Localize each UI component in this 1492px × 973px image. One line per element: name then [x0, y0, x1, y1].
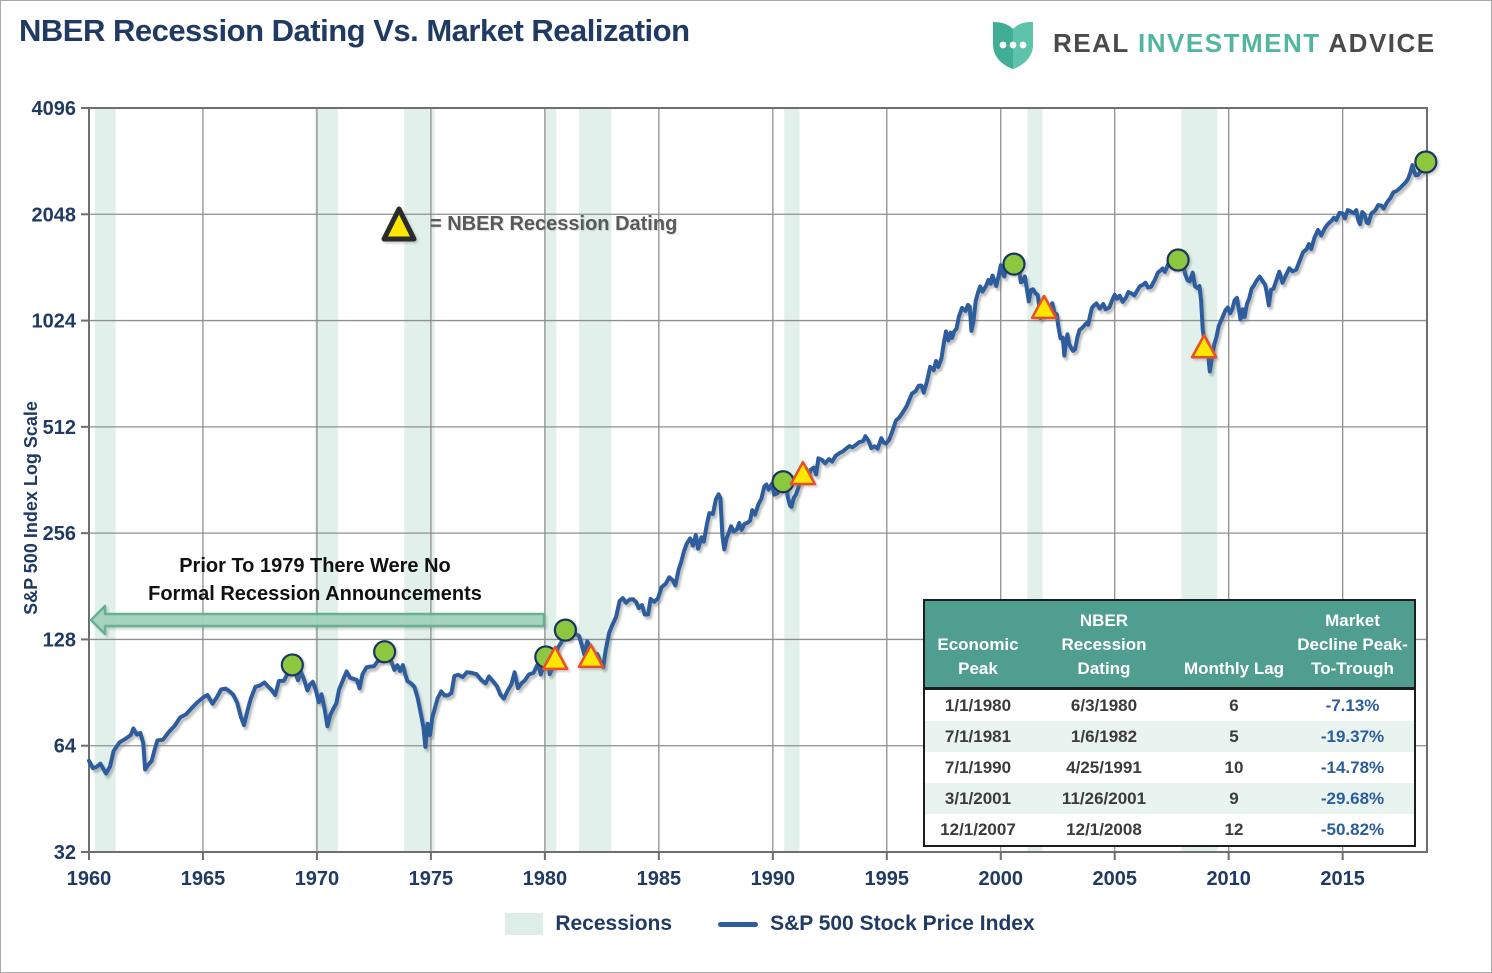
x-tick-label: 1990: [751, 868, 796, 890]
nber-dating-cell: 4/25/1991: [1066, 757, 1142, 777]
nber-dating-legend: = NBER Recession Dating: [381, 205, 677, 243]
monthly-lag-cell: 12: [1224, 819, 1244, 839]
economic-peak-cell: 1/1/1980: [944, 695, 1012, 715]
nber-triangle-icon: [381, 206, 417, 242]
economic-peak-marker: [1414, 150, 1438, 174]
table-header-cell: Market Decline Peak- To-Trough: [1297, 611, 1408, 678]
nber-dating-cell: 11/26/2001: [1061, 788, 1147, 808]
nber-dating-cell: 1/6/1982: [1070, 726, 1138, 746]
logo-word-investment: INVESTMENT: [1138, 27, 1321, 58]
plot-border: [88, 107, 1428, 853]
economic-peak-marker: [1002, 252, 1026, 276]
nber-dating-marker: [541, 645, 569, 671]
page-title: NBER Recession Dating Vs. Market Realiza…: [19, 13, 690, 48]
shield-icon: [993, 22, 1033, 69]
x-tick-label: 1965: [181, 868, 226, 890]
y-tick-label: 512: [43, 417, 76, 439]
y-tick-label: 1024: [32, 311, 77, 333]
nber-dating-marker: [577, 643, 605, 669]
economic-peak-cell: 7/1/1981: [944, 726, 1012, 746]
ria-logo: REAL INVESTMENT ADVICE: [987, 15, 1436, 71]
x-tick-label: 1980: [523, 868, 568, 890]
economic-peak-marker: [373, 640, 397, 664]
market-decline-cell: -14.78%: [1320, 757, 1385, 777]
legend-item-sp500: S&P 500 Stock Price Index: [718, 912, 1035, 936]
nber-dating-legend-label: = NBER Recession Dating: [430, 212, 678, 235]
nber-dating-cell: 12/1/2008: [1066, 819, 1142, 839]
table-header-cell: NBER Recession Dating: [1061, 611, 1147, 678]
x-tick-label: 2015: [1320, 868, 1365, 890]
monthly-lag-cell: 10: [1224, 757, 1244, 777]
x-tick-label: 1985: [637, 868, 682, 890]
prior-1979-line1: Prior To 1979 There Were No: [179, 555, 451, 577]
legend-item-recessions: Recessions: [505, 912, 672, 936]
prior-1979-line2: Formal Recession Announcements: [148, 583, 482, 605]
logo-word-real: REAL: [1053, 27, 1130, 58]
y-axis-title: S&P 500 Index Log Scale: [21, 401, 41, 615]
recession-band: [315, 108, 338, 852]
economic-peak-cell: 3/1/2001: [944, 788, 1012, 808]
table-body: 1/1/1980 6/3/1980 6 -7.13% 7/1/1981 1/6/1982 5…: [925, 690, 1414, 845]
y-tick-label: 128: [43, 629, 76, 651]
x-tick-label: 1995: [865, 868, 910, 890]
economic-peak-cell: 12/1/2007: [940, 819, 1016, 839]
table-row: 3/1/2001 11/26/2001 9 -29.68%: [925, 783, 1414, 814]
logo-wordmark: REAL INVESTMENT ADVICE: [1053, 28, 1436, 59]
economic-peak-marker: [1166, 248, 1190, 272]
nber-dating-marker: [789, 460, 817, 486]
y-tick-label: 2048: [32, 204, 77, 226]
market-decline-cell: -50.82%: [1320, 819, 1385, 839]
chart-legend: Recessions S&P 500 Stock Price Index: [1, 912, 1491, 936]
x-tick-label: 2000: [979, 868, 1024, 890]
y-tick-label: 64: [54, 736, 77, 758]
recession-swatch-icon: [505, 913, 544, 935]
x-tick-label: 2005: [1092, 868, 1137, 890]
legend-label-recessions: Recessions: [555, 912, 673, 935]
y-tick-label: 4096: [32, 98, 77, 120]
recession-band: [579, 108, 612, 852]
legend-label-sp500: S&P 500 Stock Price Index: [770, 912, 1035, 935]
x-tick-label: 1970: [295, 868, 340, 890]
economic-peak-marker: [280, 653, 304, 677]
monthly-lag-cell: 6: [1229, 695, 1239, 715]
prior-1979-arrow: [89, 604, 546, 636]
x-tick-label: 1975: [409, 868, 454, 890]
y-tick-label: 256: [43, 523, 76, 545]
economic-peak-marker: [771, 470, 795, 494]
table-row: 7/1/1981 1/6/1982 5 -19.37%: [925, 721, 1414, 752]
x-tick-label: 1960: [67, 868, 112, 890]
table-row: 7/1/1990 4/25/1991 10 -14.78%: [925, 752, 1414, 783]
market-decline-cell: -29.68%: [1320, 788, 1385, 808]
recession-band: [544, 108, 557, 852]
prior-1979-annotation: Prior To 1979 There Were No Formal Reces…: [119, 552, 511, 608]
market-decline-cell: -19.37%: [1320, 726, 1385, 746]
nber-dating-marker: [1190, 333, 1218, 359]
nber-dating-cell: 6/3/1980: [1070, 695, 1138, 715]
logo-word-advice: ADVICE: [1328, 27, 1436, 58]
sp500-line-swatch-icon: [718, 921, 759, 927]
table-row: 12/1/2007 12/1/2008 12 -50.82%: [925, 814, 1414, 845]
market-decline-cell: -7.13%: [1325, 695, 1380, 715]
monthly-lag-cell: 5: [1229, 726, 1239, 746]
nber-dating-marker: [1030, 294, 1058, 320]
x-tick-label: 2010: [1206, 868, 1251, 890]
economic-peak-cell: 7/1/1990: [944, 757, 1012, 777]
y-tick-label: 32: [54, 842, 76, 864]
table-header-row: Economic Peak NBER Recession Dating Monthl…: [925, 601, 1414, 690]
recession-band: [94, 108, 116, 852]
table-row: 1/1/1980 6/3/1980 6 -7.13%: [925, 690, 1414, 721]
economic-peak-marker: [553, 618, 577, 642]
table-header-cell: Economic Peak: [937, 635, 1019, 678]
monthly-lag-cell: 9: [1229, 788, 1239, 808]
table-header-cell: Monthly Lag: [1183, 659, 1285, 678]
recession-lag-table: Economic Peak NBER Recession Dating Monthl…: [923, 599, 1416, 847]
